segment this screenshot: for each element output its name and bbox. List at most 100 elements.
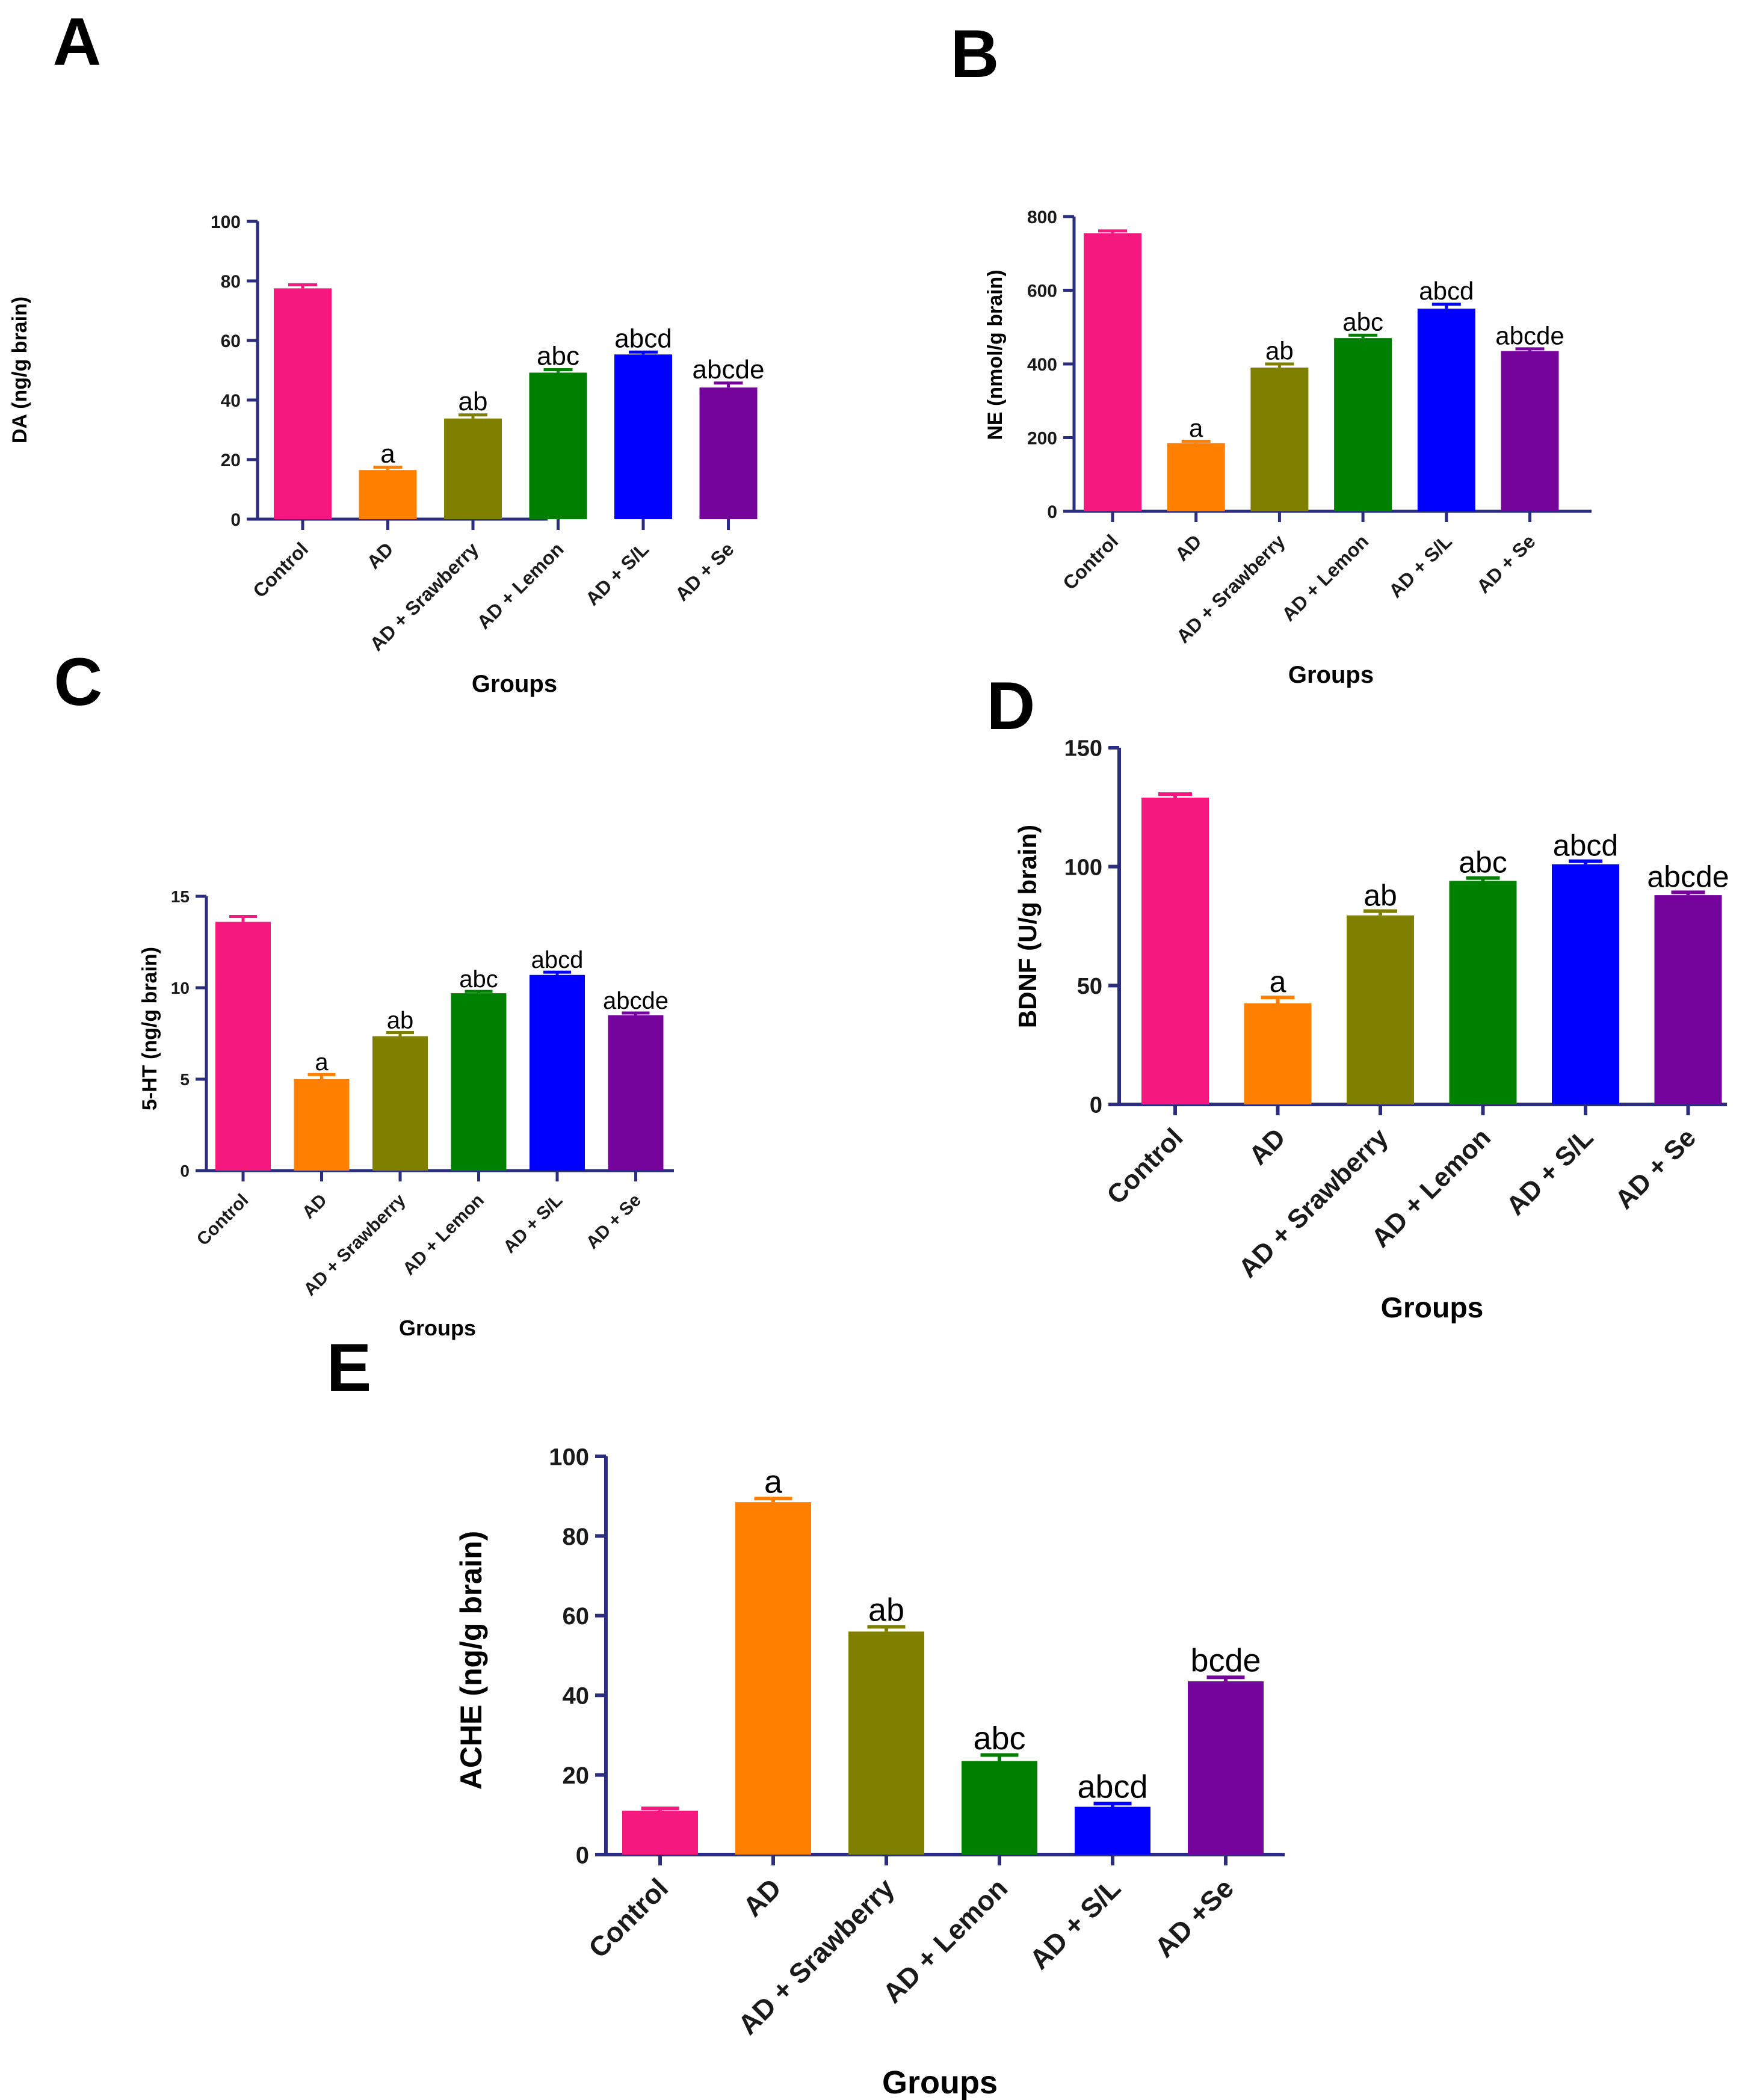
bar [1552, 864, 1619, 1104]
x-axis-title: Groups [399, 1316, 476, 1340]
bar [1188, 1681, 1264, 1855]
y-tick-label: 20 [563, 1763, 590, 1789]
panel-label: E [327, 1330, 372, 1405]
bar [1334, 338, 1392, 511]
bar [359, 470, 417, 519]
x-tick-label: AD [737, 1872, 787, 1923]
x-tick-label: AD + Se [1610, 1122, 1702, 1215]
significance-label: abc [1459, 846, 1507, 879]
significance-label: abcd [1553, 829, 1618, 863]
bar [614, 354, 672, 519]
x-tick-label: AD + Lemon [1277, 530, 1373, 625]
x-tick-label: Control [582, 1872, 674, 1963]
y-tick-label: 40 [563, 1683, 590, 1710]
y-tick-label: 0 [576, 1842, 589, 1868]
bar [735, 1502, 811, 1855]
y-tick-label: 800 [1027, 208, 1057, 227]
significance-label: a [380, 439, 395, 469]
x-axis-title: Groups [472, 671, 557, 697]
bar [294, 1079, 350, 1171]
y-axis-title: ACHE (ng/g brain) [454, 1531, 488, 1790]
y-axis-title: BDNF (U/g brain) [1013, 825, 1042, 1028]
x-tick-label: AD + S/L [499, 1190, 566, 1257]
y-tick-label: 60 [563, 1603, 590, 1630]
significance-label: bcde [1190, 1643, 1261, 1679]
bar [444, 418, 502, 519]
bar [451, 993, 507, 1171]
y-axis-title: 5-HT (ng/g brain) [138, 947, 161, 1110]
panel-label: A [53, 4, 102, 79]
significance-label: abc [537, 342, 579, 371]
significance-label: a [1270, 965, 1286, 999]
x-tick-label: AD + Lemon [399, 1190, 488, 1279]
y-tick-label: 100 [549, 1444, 589, 1470]
bar [1417, 309, 1475, 511]
bar [530, 975, 585, 1171]
bar [608, 1015, 664, 1171]
x-axis-title: Groups [1381, 1292, 1484, 1324]
y-tick-label: 10 [171, 979, 190, 997]
bar [1654, 895, 1722, 1104]
bar [529, 372, 587, 519]
significance-label: ab [1265, 336, 1294, 365]
bar [1084, 233, 1141, 511]
bar [848, 1631, 924, 1855]
significance-label: ab [459, 387, 488, 416]
bar [1250, 368, 1309, 511]
significance-label: a [315, 1049, 329, 1076]
y-axis-title: DA (ng/g brain) [8, 297, 31, 443]
significance-label: abc [973, 1720, 1025, 1757]
y-tick-label: 0 [180, 1162, 190, 1180]
bar [1501, 351, 1559, 511]
bar [1449, 881, 1517, 1104]
x-tick-label: AD + S/L [1385, 530, 1456, 602]
significance-label: abcde [603, 988, 669, 1014]
panel-label: D [987, 668, 1036, 744]
panel-label: C [54, 644, 103, 719]
y-tick-label: 400 [1027, 355, 1057, 375]
significance-label: abcd [531, 947, 584, 973]
significance-label: a [1189, 414, 1203, 442]
significance-label: a [764, 1464, 783, 1500]
x-tick-label: AD [1243, 1122, 1291, 1171]
bar [274, 288, 332, 519]
significance-label: abc [459, 966, 498, 993]
y-tick-label: 60 [221, 331, 241, 351]
y-tick-label: 40 [221, 391, 241, 411]
bar [622, 1811, 698, 1855]
y-tick-label: 100 [1064, 855, 1102, 880]
x-tick-label: AD [298, 1190, 331, 1223]
x-tick-label: AD [363, 538, 398, 573]
y-tick-label: 20 [221, 451, 241, 470]
y-tick-label: 80 [563, 1524, 590, 1550]
significance-label: abc [1342, 308, 1383, 336]
bar [1347, 915, 1414, 1104]
y-tick-label: 0 [1047, 502, 1057, 522]
x-tick-label: AD + S/L [1501, 1122, 1599, 1221]
bar [215, 922, 271, 1171]
significance-label: ab [1363, 879, 1397, 913]
y-axis-title: NE (nmol/g brain) [984, 269, 1007, 440]
y-tick-label: 200 [1027, 428, 1057, 448]
x-tick-label: Control [1058, 530, 1122, 594]
x-tick-label: Control [1101, 1122, 1188, 1210]
bar [1141, 798, 1209, 1104]
x-tick-label: Control [193, 1190, 253, 1250]
bar [1167, 443, 1225, 511]
x-tick-label: AD [1171, 530, 1206, 565]
x-axis-title: Groups [1288, 662, 1374, 688]
y-tick-label: 0 [1090, 1093, 1102, 1118]
x-axis-title: Groups [882, 2065, 998, 2100]
x-tick-label: AD + S/L [581, 538, 653, 609]
y-tick-label: 50 [1077, 974, 1102, 999]
x-tick-label: AD + Lemon [473, 538, 568, 633]
significance-label: abcd [614, 324, 672, 353]
significance-label: abcde [1647, 860, 1729, 893]
significance-label: abcde [1495, 321, 1564, 349]
y-tick-label: 100 [211, 212, 241, 232]
